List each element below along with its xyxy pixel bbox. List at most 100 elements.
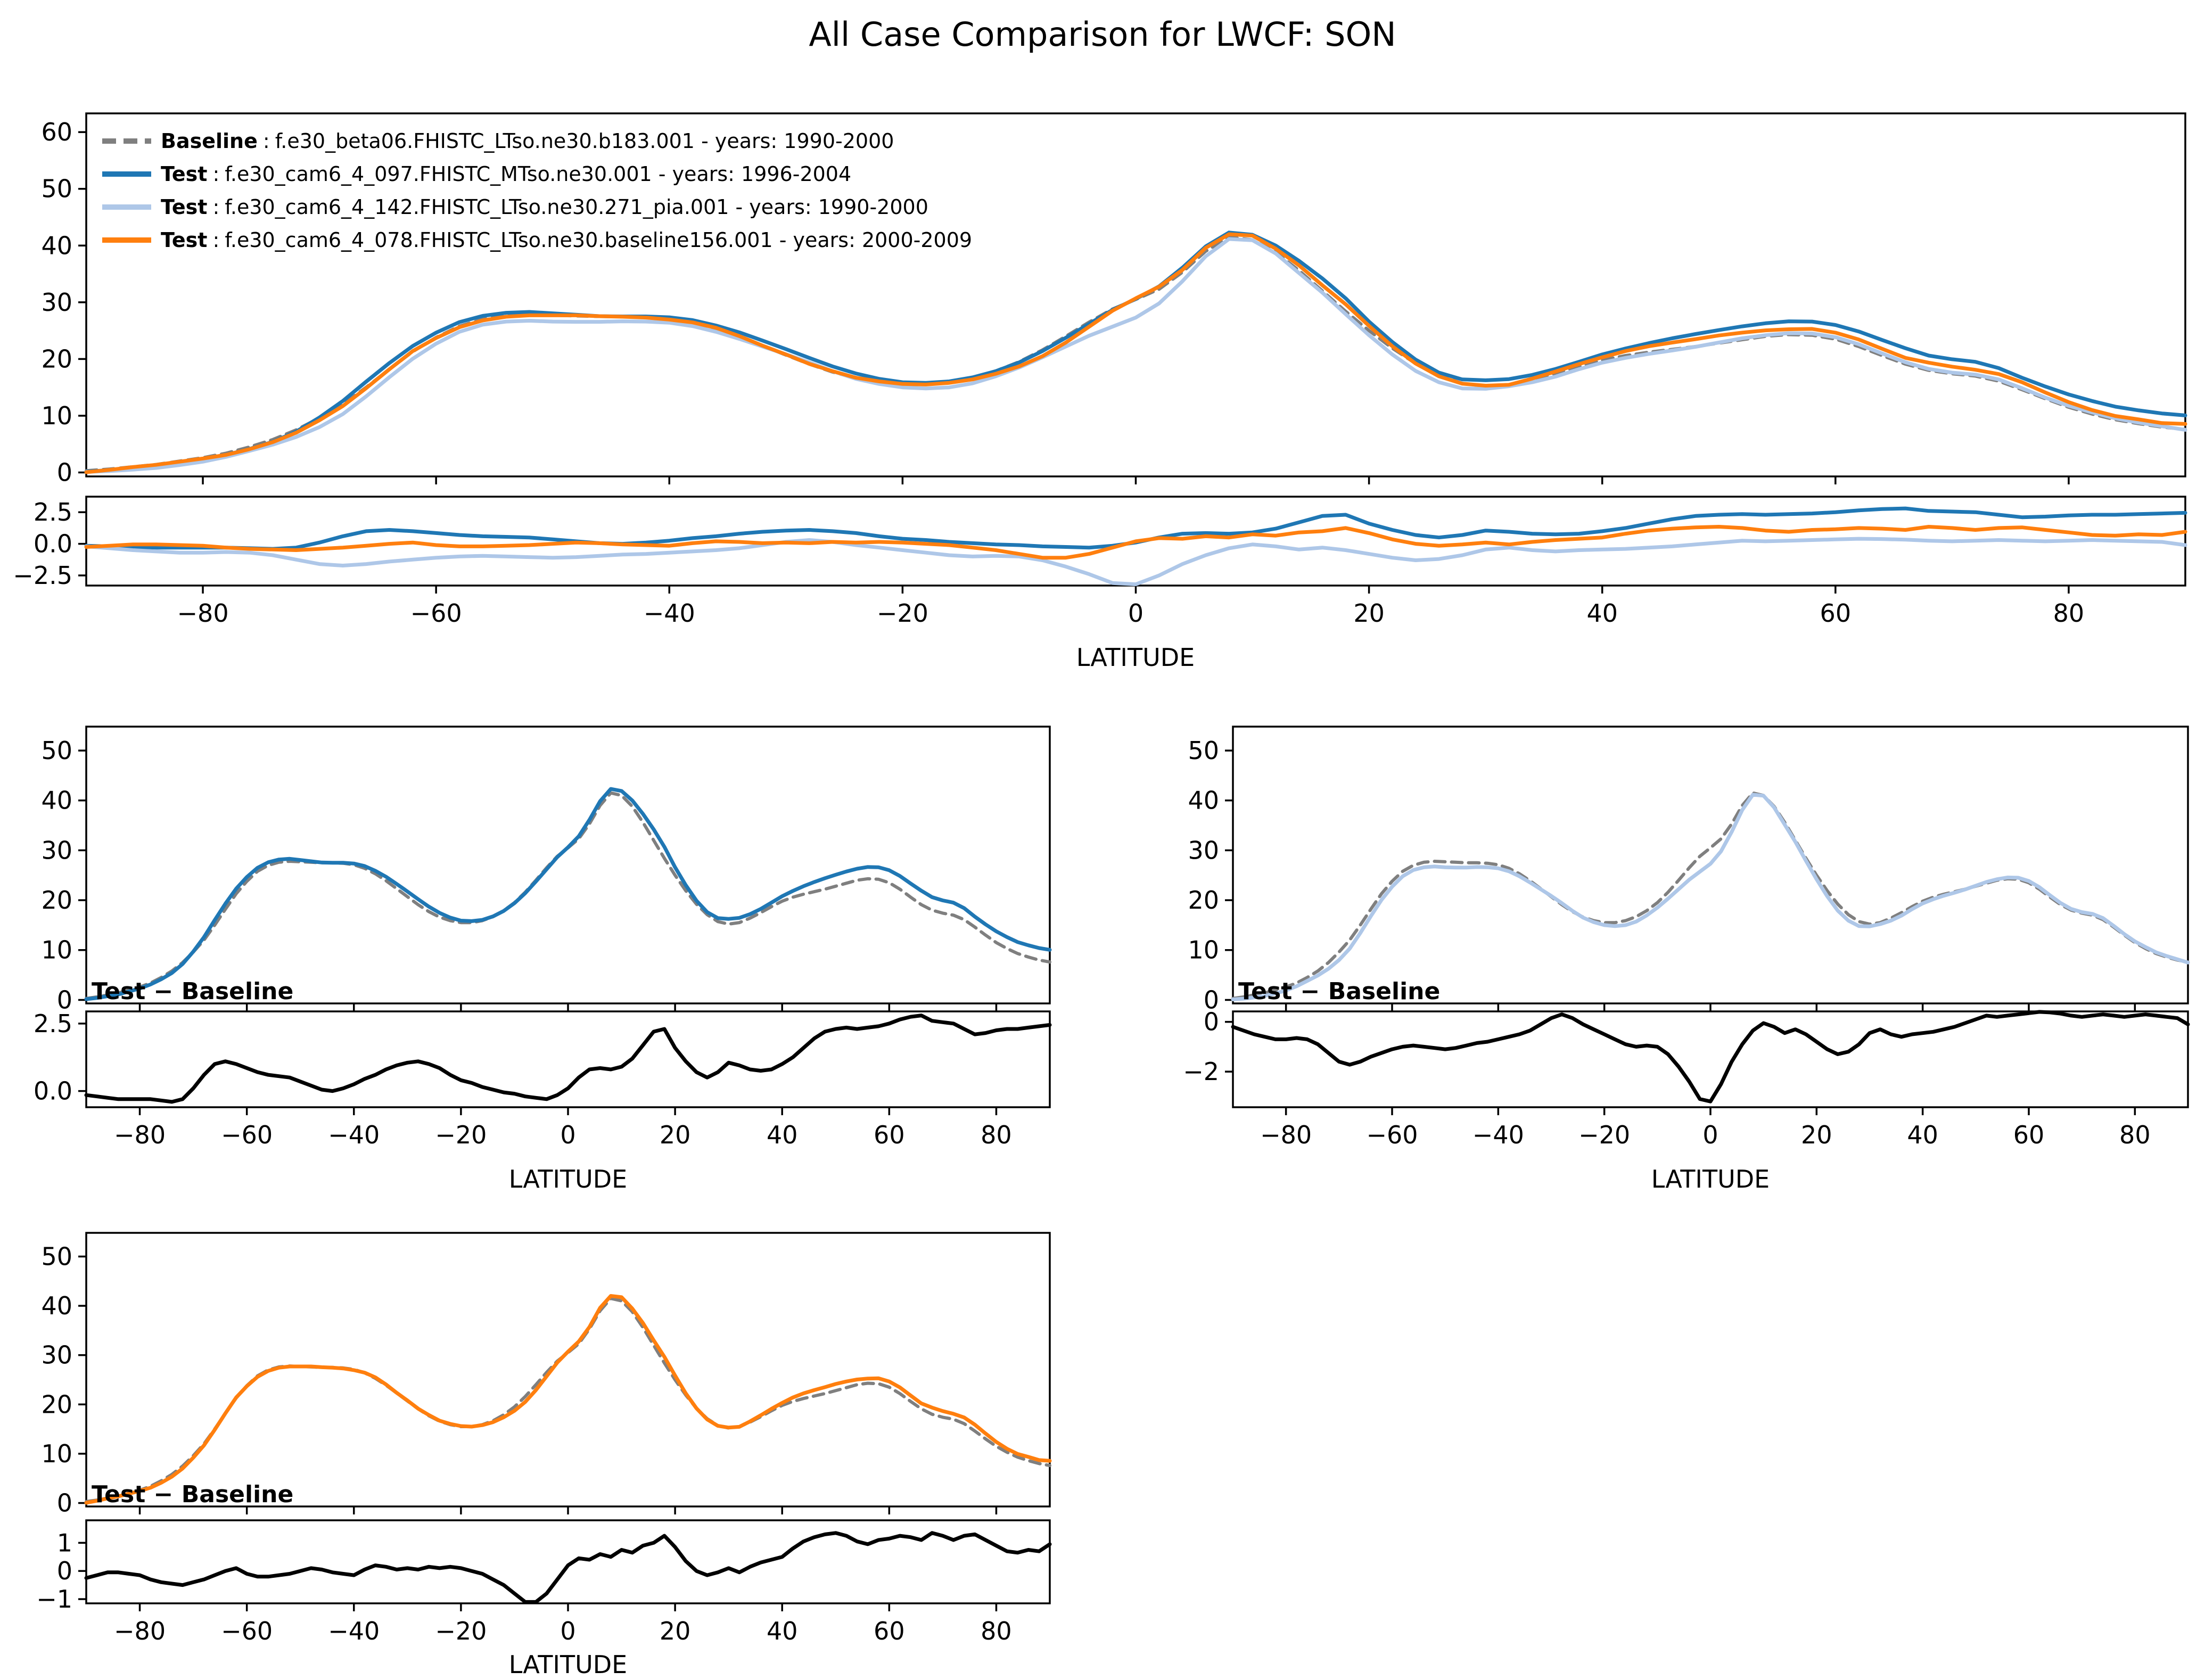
svg-text:80: 80: [2119, 1121, 2151, 1149]
svg-text:20: 20: [660, 1617, 691, 1645]
svg-text:60: 60: [874, 1617, 905, 1645]
svg-text:−1: −1: [36, 1585, 72, 1613]
svg-text:20: 20: [41, 344, 72, 373]
svg-text:−40: −40: [1472, 1121, 1524, 1149]
svg-text:40: 40: [41, 1291, 72, 1320]
overlay-label-test-minus-baseline: Test − Baseline: [92, 1481, 294, 1508]
legend-case-text: f.e30_cam6_4_142.FHISTC_LTso.ne30.271_pi…: [225, 195, 928, 219]
svg-text:0: 0: [1702, 1121, 1718, 1149]
legend-label: Test: [161, 162, 208, 186]
svg-text:10: 10: [41, 936, 72, 965]
legend-separator: :: [212, 228, 220, 252]
legend-item-test-3: Test: f.e30_cam6_4_078.FHISTC_LTso.ne30.b…: [101, 224, 972, 257]
svg-text:50: 50: [1188, 736, 1219, 765]
legend-item-test-2: Test: f.e30_cam6_4_142.FHISTC_LTso.ne30.2…: [101, 191, 972, 224]
svg-text:20: 20: [1801, 1121, 1832, 1149]
svg-text:−60: −60: [410, 599, 462, 628]
test2-diff-panel: [1232, 1010, 2189, 1108]
svg-text:50: 50: [41, 175, 72, 203]
svg-text:−20: −20: [1578, 1121, 1630, 1149]
svg-text:0: 0: [1128, 599, 1143, 628]
svg-text:60: 60: [2013, 1121, 2045, 1149]
test1-diff-panel: [85, 1010, 1051, 1108]
test1-main-panel: [85, 726, 1051, 1004]
svg-text:0: 0: [57, 458, 72, 487]
svg-text:−60: −60: [221, 1121, 273, 1149]
svg-text:−80: −80: [114, 1617, 166, 1645]
page-title: All Case Comparison for LWCF: SON: [809, 15, 1396, 54]
legend: Baseline: f.e30_beta06.FHISTC_LTso.ne30.b…: [101, 125, 972, 257]
svg-text:60: 60: [874, 1121, 905, 1149]
legend-case-text: f.e30_cam6_4_097.FHISTC_MTso.ne30.001 - …: [225, 162, 852, 186]
svg-text:0: 0: [1204, 985, 1219, 1014]
svg-text:−2.5: −2.5: [13, 561, 72, 590]
svg-text:20: 20: [660, 1121, 691, 1149]
svg-text:−40: −40: [328, 1617, 380, 1645]
svg-text:−40: −40: [644, 599, 695, 628]
legend-case-text: f.e30_cam6_4_078.FHISTC_LTso.ne30.baseli…: [225, 228, 973, 252]
svg-text:40: 40: [41, 786, 72, 815]
svg-text:60: 60: [1820, 599, 1852, 628]
svg-text:30: 30: [1188, 836, 1219, 864]
test3-main-panel: [85, 1232, 1051, 1508]
svg-text:1: 1: [57, 1528, 72, 1557]
svg-text:10: 10: [1188, 936, 1219, 965]
svg-text:−20: −20: [435, 1617, 487, 1645]
svg-text:60: 60: [41, 118, 72, 146]
svg-text:0.0: 0.0: [34, 530, 72, 558]
legend-line-test2-icon: [102, 204, 151, 210]
svg-text:40: 40: [1586, 599, 1618, 628]
legend-separator: :: [212, 162, 220, 186]
svg-text:−60: −60: [1366, 1121, 1418, 1149]
svg-text:2.5: 2.5: [34, 1009, 72, 1038]
svg-text:0.0: 0.0: [34, 1077, 72, 1106]
svg-text:40: 40: [41, 231, 72, 260]
svg-text:20: 20: [41, 1390, 72, 1419]
legend-separator: :: [262, 129, 270, 153]
svg-text:30: 30: [41, 288, 72, 317]
legend-item-baseline: Baseline: f.e30_beta06.FHISTC_LTso.ne30.b…: [101, 125, 972, 158]
svg-text:2.5: 2.5: [34, 498, 72, 526]
svg-text:−40: −40: [328, 1121, 380, 1149]
svg-text:0: 0: [57, 1489, 72, 1518]
svg-text:−80: −80: [1260, 1121, 1312, 1149]
svg-text:80: 80: [981, 1617, 1012, 1645]
svg-text:−80: −80: [177, 599, 229, 628]
svg-text:80: 80: [981, 1121, 1012, 1149]
svg-text:0: 0: [57, 985, 72, 1014]
svg-text:30: 30: [41, 1341, 72, 1370]
svg-text:−20: −20: [435, 1121, 487, 1149]
svg-text:0: 0: [57, 1557, 72, 1585]
legend-line-baseline-icon: [102, 138, 151, 144]
svg-text:−80: −80: [114, 1121, 166, 1149]
legend-label: Baseline: [161, 129, 258, 153]
legend-case-text: f.e30_beta06.FHISTC_LTso.ne30.b183.001 -…: [275, 129, 894, 153]
svg-text:0: 0: [560, 1121, 575, 1149]
svg-text:20: 20: [1188, 886, 1219, 915]
legend-label: Test: [161, 195, 208, 219]
legend-label: Test: [161, 228, 208, 252]
svg-text:50: 50: [41, 736, 72, 765]
legend-item-test-1: Test: f.e30_cam6_4_097.FHISTC_MTso.ne30.0…: [101, 158, 972, 191]
legend-separator: :: [212, 195, 220, 219]
x-axis-label: LATITUDE: [1651, 1165, 1770, 1193]
svg-text:40: 40: [767, 1617, 798, 1645]
overlay-label-test-minus-baseline: Test − Baseline: [92, 978, 294, 1005]
svg-text:20: 20: [1353, 599, 1385, 628]
svg-text:80: 80: [2053, 599, 2085, 628]
svg-text:40: 40: [1188, 786, 1219, 815]
svg-text:40: 40: [1907, 1121, 1938, 1149]
test3-diff-panel: [85, 1519, 1051, 1604]
svg-text:10: 10: [41, 401, 72, 430]
overlay-label-test-minus-baseline: Test − Baseline: [1238, 978, 1441, 1005]
x-axis-label: LATITUDE: [1076, 643, 1195, 672]
x-axis-label: LATITUDE: [508, 1650, 628, 1679]
legend-line-test3-icon: [102, 237, 151, 243]
x-axis-label: LATITUDE: [508, 1165, 628, 1193]
svg-text:20: 20: [41, 886, 72, 915]
svg-text:0: 0: [1204, 1008, 1219, 1036]
svg-text:−20: −20: [877, 599, 928, 628]
svg-text:−2: −2: [1183, 1057, 1219, 1086]
